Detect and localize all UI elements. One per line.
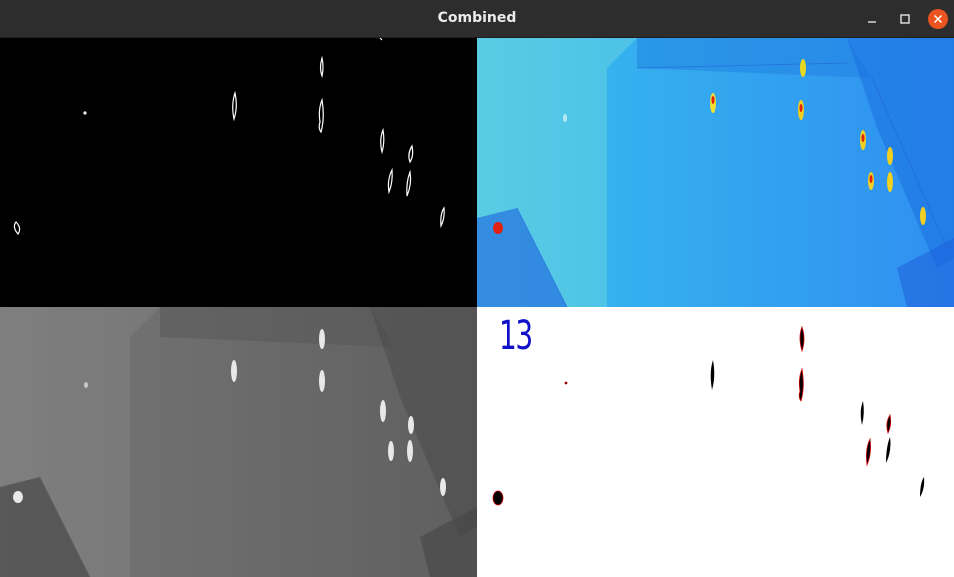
thermal-colormap-image: [477, 38, 954, 307]
mask-outline-image: [13, 38, 445, 235]
thermal-grayscale-pane: [0, 307, 477, 577]
thermal-grayscale-image: [0, 307, 477, 577]
thermal-colormap-pane: [477, 38, 954, 307]
minimize-button[interactable]: [861, 8, 883, 30]
close-button[interactable]: [927, 8, 949, 30]
maximize-icon: [900, 14, 910, 24]
detections-image: [492, 325, 925, 506]
minimize-icon: [868, 21, 876, 23]
detection-count: 13: [499, 313, 533, 359]
detections-pane: 13: [477, 307, 954, 577]
mask-outline-pane: [0, 38, 477, 307]
close-icon: [928, 9, 948, 29]
title-bar[interactable]: Combined: [0, 0, 954, 38]
window-title: Combined: [437, 10, 517, 26]
maximize-button[interactable]: [894, 8, 916, 30]
